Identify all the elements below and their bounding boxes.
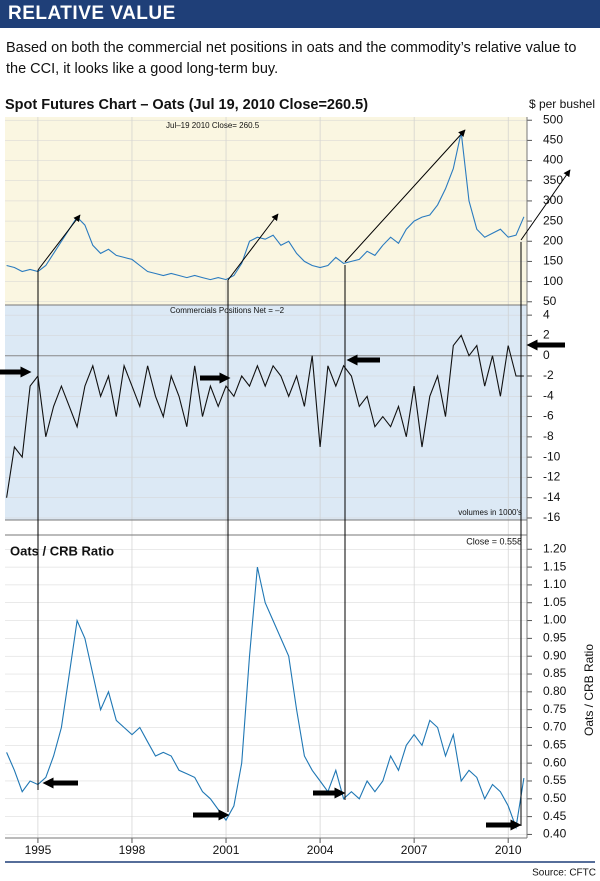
y-tick-label: -2: [543, 368, 554, 382]
x-tick-label: 1998: [119, 843, 146, 857]
x-tick-label: 2001: [213, 843, 240, 857]
y-axis-title: $ per bushel: [529, 97, 595, 111]
annotation: Close = 0.558: [466, 536, 522, 546]
y-tick-label: 0.45: [543, 809, 567, 823]
y-tick-label: -6: [543, 409, 554, 423]
y-tick-label: 400: [543, 153, 563, 167]
annotation: volumes in 1000's: [458, 508, 522, 517]
annotation: Jul–19 2010 Close= 260.5: [166, 121, 260, 130]
annotation: Commercials Positions Net = –2: [170, 306, 285, 315]
header-title: RELATIVE VALUE: [0, 0, 600, 28]
y-tick-label: 1.15: [543, 559, 567, 573]
y-tick-label: 0.95: [543, 631, 567, 645]
y-tick-label: 4: [543, 307, 550, 321]
y-tick-label: 350: [543, 173, 563, 187]
y-tick-label: 450: [543, 133, 563, 147]
source: Source: CFTC: [532, 868, 596, 879]
x-tick-label: 2010: [495, 843, 522, 857]
y-tick-label: -12: [543, 470, 561, 484]
y-tick-label: 1.00: [543, 613, 567, 627]
data-line: [6, 132, 525, 281]
annotation-arrows: [0, 129, 571, 831]
y-tick-label: -8: [543, 429, 554, 443]
y-tick-label: 0.75: [543, 702, 567, 716]
panel-bg: [5, 305, 527, 520]
y-tick-label: 0.40: [543, 827, 567, 841]
y-tick-label: 100: [543, 274, 563, 288]
y-tick-label: 0.60: [543, 755, 567, 769]
y-tick-label: 200: [543, 233, 563, 247]
x-tick-label: 2004: [307, 843, 334, 857]
intro-text: Based on both the commercial net positio…: [6, 40, 577, 77]
y-tick-label: 250: [543, 213, 563, 227]
y-tick-label: 0: [543, 348, 550, 362]
data-line: [6, 566, 525, 830]
y-tick-label: -10: [543, 449, 561, 463]
y-tick-label: 50: [543, 294, 557, 308]
panel-title: Oats / CRB Ratio: [10, 543, 114, 558]
y-tick-label: 0.80: [543, 684, 567, 698]
x-tick-label: 2007: [401, 843, 428, 857]
y-tick-label: 1.05: [543, 595, 567, 609]
y-tick-label: 0.50: [543, 791, 567, 805]
y-tick-label: 0.90: [543, 648, 567, 662]
y-tick-label: -4: [543, 388, 554, 402]
y-tick-label: 0.85: [543, 666, 567, 680]
y-tick-label: 2: [543, 328, 550, 342]
y-tick-label: 0.70: [543, 720, 567, 734]
plots: [5, 117, 532, 843]
y-axis-title: Oats / CRB Ratio: [582, 644, 596, 736]
y-tick-label: 1.20: [543, 541, 567, 555]
y-tick-label: 150: [543, 254, 563, 268]
y-tick-label: 500: [543, 112, 563, 126]
y-tick-label: 300: [543, 193, 563, 207]
y-tick-label: 0.55: [543, 773, 567, 787]
panel-bg: [5, 117, 527, 305]
y-tick-label: -16: [543, 510, 561, 524]
y-tick-label: -14: [543, 490, 561, 504]
x-tick-label: 1995: [25, 843, 52, 857]
chart-title: Spot Futures Chart – Oats (Jul 19, 2010 …: [5, 97, 368, 113]
y-tick-label: 1.10: [543, 577, 567, 591]
y-tick-label: 0.65: [543, 737, 567, 751]
data-line: [6, 334, 524, 498]
